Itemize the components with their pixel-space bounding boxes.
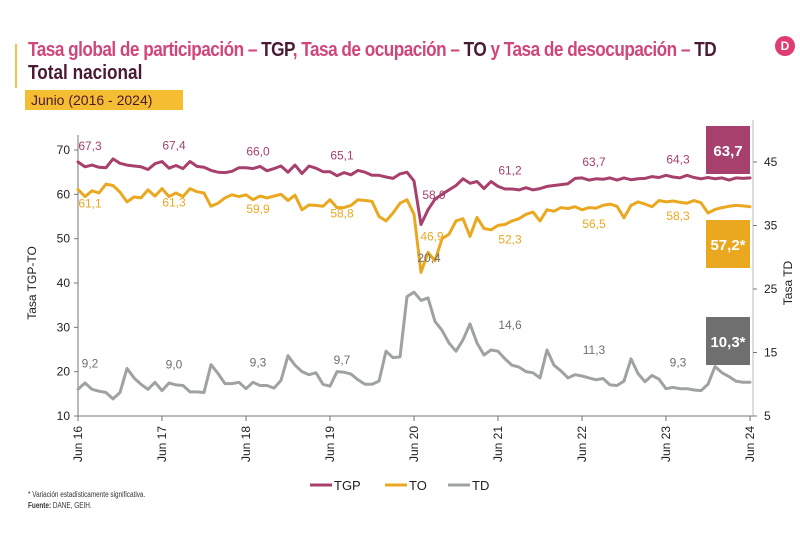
x-tick-label: Jun 22 xyxy=(575,426,589,462)
dane-logo-icon: D xyxy=(775,36,795,56)
title-accent-bar xyxy=(15,44,17,88)
x-tick-label: Jun 21 xyxy=(491,426,505,462)
left-tick-label: 30 xyxy=(57,320,71,334)
series-line-to xyxy=(76,182,752,274)
last-value-box-tgp xyxy=(706,126,750,174)
y-axis-title-left: Tasa TGP-TO xyxy=(25,246,39,320)
data-label-td: 9,3 xyxy=(250,356,267,370)
right-tick-label: 35 xyxy=(764,219,778,233)
data-label-td: 9,7 xyxy=(334,353,351,367)
title-part: TD xyxy=(694,39,717,61)
legend-label-tgp: TGP xyxy=(334,478,361,493)
data-label-to: 58,3 xyxy=(666,209,690,223)
last-value-box-to xyxy=(706,220,750,268)
data-label-to: 59,9 xyxy=(246,202,270,216)
title-part: TGP xyxy=(261,39,293,61)
data-label-to: 58,8 xyxy=(330,207,354,221)
data-label-td: 20,4 xyxy=(417,251,441,265)
x-tick-label: Jun 18 xyxy=(239,426,253,462)
left-tick-label: 60 xyxy=(57,187,71,201)
data-label-td: 9,2 xyxy=(82,356,99,370)
left-tick-label: 70 xyxy=(57,143,71,157)
x-tick-label: Jun 17 xyxy=(155,426,169,462)
source-text: DANE, GEIH. xyxy=(51,501,92,510)
right-tick-label: 15 xyxy=(764,346,778,360)
right-tick-label: 5 xyxy=(764,409,771,423)
right-tick-label: 45 xyxy=(764,155,778,169)
last-value-label-to: 57,2* xyxy=(710,237,745,254)
data-label-tgp: 63,7 xyxy=(582,155,606,169)
data-label-tgp: 65,1 xyxy=(330,149,354,163)
left-tick-label: 10 xyxy=(57,409,71,423)
data-label-to: 46,9 xyxy=(420,229,444,243)
data-label-tgp: 58,9 xyxy=(422,188,446,202)
left-tick-label: 40 xyxy=(57,276,71,290)
period-badge: Junio (2016 - 2024) xyxy=(25,90,183,110)
data-label-to: 61,1 xyxy=(78,196,102,210)
chart-subtitle: Total nacional xyxy=(28,62,143,84)
x-tick-label: Jun 23 xyxy=(659,426,673,462)
data-label-td: 14,6 xyxy=(498,318,522,332)
source-label: Fuente: xyxy=(28,501,52,510)
data-label-tgp: 64,3 xyxy=(666,152,690,166)
x-tick-label: Jun 16 xyxy=(71,426,85,462)
y-axis-title-right: Tasa TD xyxy=(781,260,795,305)
data-label-tgp: 66,0 xyxy=(246,145,270,159)
x-tick-label: Jun 20 xyxy=(407,426,421,462)
last-value-label-td: 10,3* xyxy=(710,334,745,351)
last-value-box-td xyxy=(706,317,750,365)
title-part: y Tasa de desocupación – xyxy=(486,39,695,61)
title-part: , Tasa de ocupación – xyxy=(292,39,464,61)
title-part: Tasa global de participación – xyxy=(28,39,262,61)
right-tick-label: 25 xyxy=(764,282,778,296)
x-tick-label: Jun 24 xyxy=(743,426,757,462)
data-label-td: 11,3 xyxy=(583,343,606,357)
data-label-to: 52,3 xyxy=(498,232,522,246)
legend-label-to: TO xyxy=(409,478,427,493)
left-tick-label: 50 xyxy=(57,232,71,246)
series-line-td xyxy=(76,290,752,401)
data-label-td: 9,0 xyxy=(166,358,183,372)
data-label-to: 56,5 xyxy=(582,217,606,231)
legend-label-td: TD xyxy=(472,478,489,493)
series-line-tgp xyxy=(76,157,752,226)
footnote-significance: * Variación estadísticamente significati… xyxy=(28,490,146,499)
title-part: TO xyxy=(463,39,487,61)
last-value-label-tgp: 63,7 xyxy=(713,143,742,160)
x-tick-label: Jun 19 xyxy=(323,426,337,462)
data-label-tgp: 67,4 xyxy=(162,139,186,153)
data-label-tgp: 67,3 xyxy=(78,139,102,153)
chart-title: Tasa global de participación – TGP, Tasa… xyxy=(28,38,717,62)
data-label-to: 61,3 xyxy=(162,196,186,210)
footnote-source: Fuente: DANE, GEIH. xyxy=(28,501,92,510)
data-label-td: 9,3 xyxy=(670,356,687,370)
left-tick-label: 20 xyxy=(57,365,71,379)
data-label-tgp: 61,2 xyxy=(498,163,522,177)
